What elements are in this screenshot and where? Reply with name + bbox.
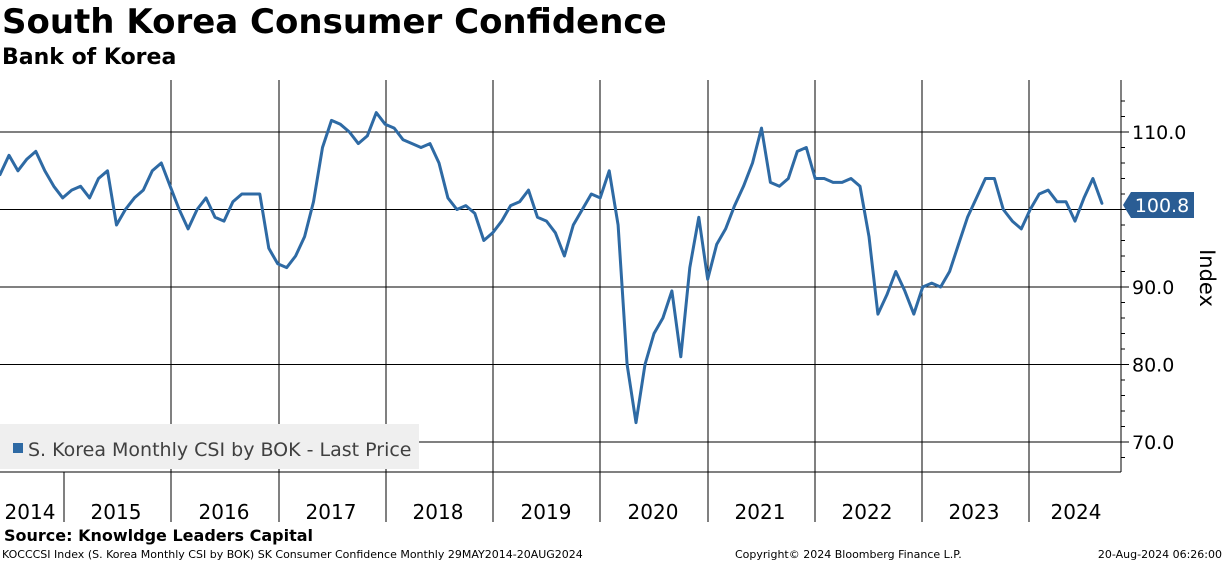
legend-background bbox=[0, 424, 419, 469]
footer-copyright: Copyright© 2024 Bloomberg Finance L.P. bbox=[735, 548, 962, 561]
x-tick-label-2021: 2021 bbox=[735, 500, 786, 524]
legend[interactable]: S. Korea Monthly CSI by BOK - Last Price bbox=[0, 424, 419, 469]
x-tick-label-2015: 2015 bbox=[91, 500, 142, 524]
x-tick-label-2022: 2022 bbox=[842, 500, 893, 524]
y-tick-label: 80.0 bbox=[1132, 355, 1174, 377]
legend-swatch bbox=[13, 443, 23, 453]
x-tick-label-2018: 2018 bbox=[413, 500, 464, 524]
footer-ticker-info: KOCCCSI Index (S. Korea Monthly CSI by B… bbox=[2, 548, 583, 561]
x-axis-labels: 2014 2015 2016 2017 2018 2019 2020 2021 2022 2023… bbox=[5, 472, 1102, 524]
series-line-csi bbox=[0, 111, 1104, 425]
last-price-box bbox=[1123, 192, 1194, 218]
chart-subtitle: Bank of Korea bbox=[2, 45, 177, 70]
x-tick-label-2023: 2023 bbox=[949, 500, 1000, 524]
y-axis-ticks: 110.0 90.0 80.0 70.0 bbox=[1121, 100, 1186, 458]
vertical-gridlines bbox=[170, 80, 1030, 472]
source-note: Source: Knowldge Leaders Capital bbox=[4, 526, 314, 545]
chart-title: South Korea Consumer Confidence bbox=[2, 2, 667, 42]
x-tick-label-2024: 2024 bbox=[1051, 500, 1102, 524]
x-tick-label-2019: 2019 bbox=[521, 500, 572, 524]
last-price-marker: 100.8 bbox=[1123, 192, 1194, 218]
footer-timestamp: 20-Aug-2024 06:26:00 bbox=[1097, 548, 1222, 561]
y-tick-label: 90.0 bbox=[1132, 277, 1174, 299]
y-axis-label: Index bbox=[1195, 249, 1219, 307]
y-tick-label: 70.0 bbox=[1132, 432, 1174, 454]
last-price-value: 100.8 bbox=[1135, 195, 1189, 217]
y-tick-label: 110.0 bbox=[1132, 122, 1186, 144]
x-tick-label-2016: 2016 bbox=[199, 500, 250, 524]
x-tick-label-2017: 2017 bbox=[306, 500, 357, 524]
legend-label: S. Korea Monthly CSI by BOK - Last Price bbox=[28, 439, 412, 461]
horizontal-gridlines bbox=[0, 131, 1121, 443]
x-tick-label-2020: 2020 bbox=[628, 500, 679, 524]
x-tick-label-2014: 2014 bbox=[5, 500, 56, 524]
